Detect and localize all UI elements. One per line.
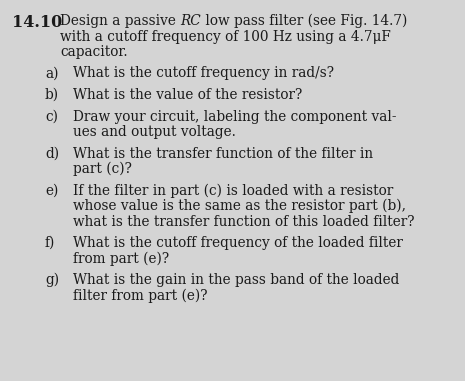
Text: part (c)?: part (c)?	[73, 162, 132, 176]
Text: RC: RC	[180, 14, 201, 28]
Text: What is the gain in the pass band of the loaded: What is the gain in the pass band of the…	[73, 273, 399, 287]
Text: a): a)	[45, 67, 59, 80]
Text: What is the value of the resistor?: What is the value of the resistor?	[73, 88, 302, 102]
Text: with a cutoff frequency of 100 Hz using a 4.7μF: with a cutoff frequency of 100 Hz using …	[60, 29, 391, 43]
Text: low pass filter (see Fig. 14.7): low pass filter (see Fig. 14.7)	[201, 14, 407, 29]
Text: b): b)	[45, 88, 59, 102]
Text: c): c)	[45, 109, 58, 123]
Text: filter from part (e)?: filter from part (e)?	[73, 288, 207, 303]
Text: Design a passive: Design a passive	[60, 14, 180, 28]
Text: What is the cutoff frequency in rad/s?: What is the cutoff frequency in rad/s?	[73, 67, 334, 80]
Text: what is the transfer function of this loaded filter?: what is the transfer function of this lo…	[73, 215, 414, 229]
Text: ues and output voltage.: ues and output voltage.	[73, 125, 236, 139]
Text: g): g)	[45, 273, 59, 287]
Text: f): f)	[45, 236, 55, 250]
Text: If the filter in part (c) is loaded with a resistor: If the filter in part (c) is loaded with…	[73, 184, 393, 198]
Text: 14.10: 14.10	[12, 14, 62, 31]
Text: capacitor.: capacitor.	[60, 45, 127, 59]
Text: What is the cutoff frequency of the loaded filter: What is the cutoff frequency of the load…	[73, 236, 403, 250]
Text: What is the transfer function of the filter in: What is the transfer function of the fil…	[73, 147, 373, 160]
Text: from part (e)?: from part (e)?	[73, 251, 169, 266]
Text: whose value is the same as the resistor part (b),: whose value is the same as the resistor …	[73, 199, 406, 213]
Text: Draw your circuit, labeling the component val-: Draw your circuit, labeling the componen…	[73, 109, 397, 123]
Text: d): d)	[45, 147, 59, 160]
Text: e): e)	[45, 184, 59, 197]
